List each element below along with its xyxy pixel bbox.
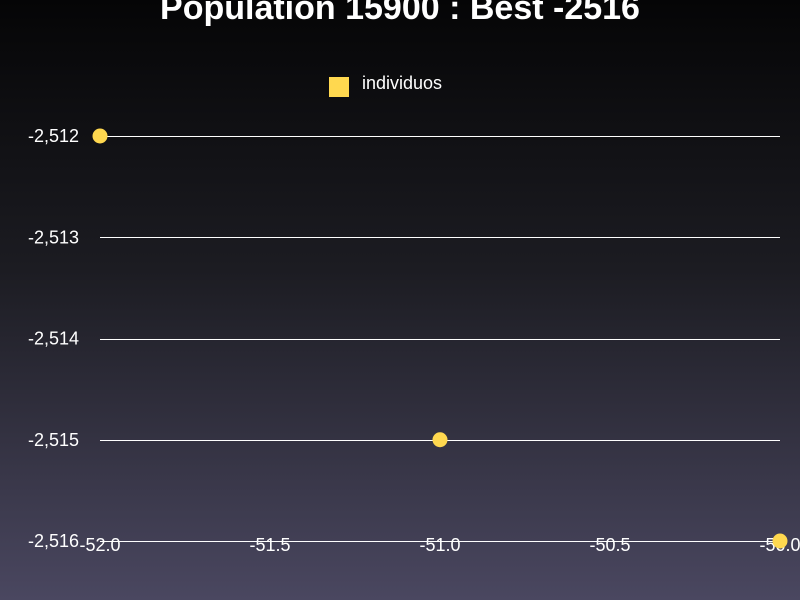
y-tick-label: -2,516: [28, 531, 79, 551]
legend-swatch: [329, 77, 349, 97]
data-point: [772, 533, 788, 549]
grid-lines: [100, 136, 780, 542]
y-axis-ticks: -2,512 -2,513 -2,514 -2,515 -2,516: [28, 126, 79, 551]
y-tick-label: -2,515: [28, 430, 79, 450]
data-point: [432, 432, 448, 448]
x-tick-label: -50.5: [589, 535, 630, 555]
legend-label: individuos: [362, 72, 443, 93]
y-tick-label: -2,514: [28, 329, 79, 349]
data-point: [92, 128, 108, 144]
chart-title: Population 15900 : Best -2516: [160, 0, 640, 27]
y-tick-label: -2,513: [28, 227, 79, 247]
x-tick-label: -51.5: [249, 535, 290, 555]
x-axis-ticks: -52.0-51.5-51.0-50.5-50.0: [79, 535, 800, 555]
x-tick-label: -52.0: [79, 535, 120, 555]
x-tick-label: -51.0: [419, 535, 460, 555]
legend: individuos: [329, 71, 443, 97]
y-tick-label: -2,512: [28, 126, 79, 146]
data-points: [92, 128, 788, 549]
